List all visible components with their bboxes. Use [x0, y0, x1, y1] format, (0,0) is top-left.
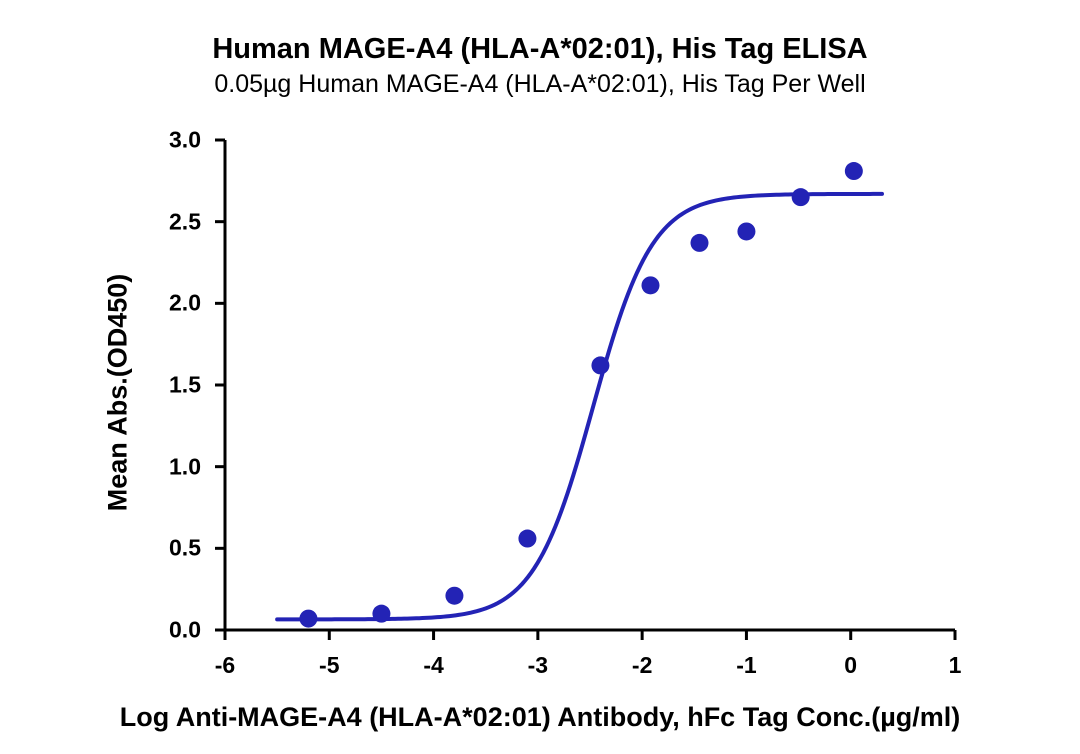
data-point	[591, 356, 609, 374]
data-point	[845, 162, 863, 180]
data-point	[518, 530, 536, 548]
y-tick-label: 3.0	[151, 127, 201, 154]
x-axis-label: Log Anti-MAGE-A4 (HLA-A*02:01) Antibody,…	[0, 702, 1080, 733]
x-tick-label: -6	[215, 652, 235, 679]
data-point	[737, 222, 755, 240]
x-tick-label: -3	[528, 652, 548, 679]
x-tick-label: 0	[844, 652, 857, 679]
x-tick-label: -2	[632, 652, 652, 679]
y-tick-label: 1.0	[151, 453, 201, 480]
data-point	[372, 605, 390, 623]
data-point	[792, 188, 810, 206]
x-tick-label: -5	[319, 652, 339, 679]
x-tick-label: 1	[949, 652, 962, 679]
data-point	[299, 610, 317, 628]
x-tick-label: -4	[423, 652, 443, 679]
y-tick-label: 0.0	[151, 617, 201, 644]
data-point	[641, 276, 659, 294]
data-point	[691, 234, 709, 252]
y-tick-label: 0.5	[151, 535, 201, 562]
fitted-curve	[277, 194, 882, 619]
data-point	[445, 587, 463, 605]
chart-container: Human MAGE-A4 (HLA-A*02:01), His Tag ELI…	[0, 0, 1080, 754]
y-tick-label: 1.5	[151, 372, 201, 399]
y-tick-label: 2.5	[151, 208, 201, 235]
y-tick-label: 2.0	[151, 290, 201, 317]
x-tick-label: -1	[736, 652, 756, 679]
